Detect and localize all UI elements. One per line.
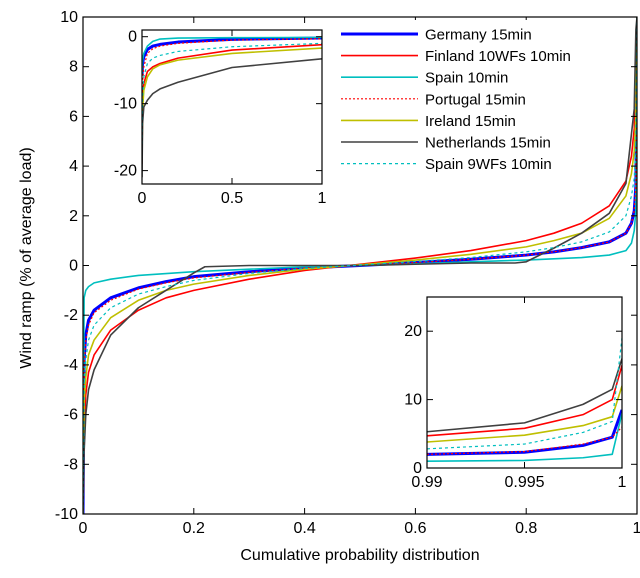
inset-top-left: 0 0.5 1 0 -10 -20: [114, 29, 327, 207]
inset-1-y-tick-label: 10: [404, 392, 422, 409]
inset-1-series-line-2: [427, 413, 622, 462]
main-y-tick-label: -6: [64, 407, 78, 424]
inset-0-y-tick-label: -20: [114, 163, 137, 180]
series-line-6: [83, 17, 637, 514]
legend-label: Spain 9WFs 10min: [425, 156, 552, 173]
inset-1-series-line-4: [427, 385, 622, 443]
inset-1-y-tick-label: 20: [404, 323, 422, 340]
main-y-tick-label: 10: [60, 9, 78, 26]
main-y-tick-label: 4: [69, 158, 78, 175]
main-x-tick-label: 0.8: [515, 520, 537, 537]
main-y-tick-label: -10: [55, 506, 78, 523]
inset-0-x-tick-label: 0.5: [221, 190, 243, 207]
inset-1-series-line-6: [427, 337, 622, 450]
inset-0-x-tick-label: 1: [318, 190, 327, 207]
main-x-tick-label: 0.6: [404, 520, 426, 537]
main-series: [83, 17, 637, 514]
legend-label: Germany 15min: [425, 27, 532, 44]
main-y-tick-label: -8: [64, 456, 78, 473]
inset-0-series-line-3: [142, 38, 322, 124]
legend-label: Spain 10min: [425, 70, 508, 87]
x-axis-label: Cumulative probability distribution: [240, 547, 479, 564]
inset-0-y-tick-label: 0: [128, 29, 137, 46]
inset-1-series-line-1: [427, 365, 622, 437]
main-y-tick-label: 2: [69, 208, 78, 225]
inset-1-x-tick-label: 1: [618, 474, 627, 491]
main-x-tick-label: 0.4: [293, 520, 315, 537]
inset-1-x-tick-label: 0.99: [411, 474, 442, 491]
inset-1-series-line-5: [427, 358, 622, 433]
inset-0-x-tick-label: 0: [138, 190, 147, 207]
legend: Germany 15min Finland 10WFs 10min Spain 10…: [333, 20, 603, 178]
legend-label: Finland 10WFs 10min: [425, 48, 571, 65]
y-axis-label: Wind ramp (% of average load): [18, 147, 35, 368]
legend-label: Netherlands 15min: [425, 135, 551, 152]
legend-label: Ireland 15min: [425, 113, 516, 130]
main-x-tick-label: 1: [633, 520, 640, 537]
main-y-tick-label: 8: [69, 59, 78, 76]
inset-0-series-line-2: [142, 36, 322, 74]
main-x-tick-label: 0: [79, 520, 88, 537]
main-y-tick-label: -4: [64, 357, 78, 374]
inset-1-series-line-3: [427, 426, 622, 455]
main-y-tick-label: -2: [64, 307, 78, 324]
inset-0-series-line-5: [142, 57, 322, 178]
inset-1-y-tick-label: 0: [413, 460, 422, 477]
inset-0-series-line-6: [142, 42, 322, 144]
main-x-tick-label: 0.2: [183, 520, 205, 537]
inset-1-x-tick-label: 0.995: [504, 474, 544, 491]
inset-0-y-tick-label: -10: [114, 96, 137, 113]
undefined-plot-area: [142, 30, 322, 184]
main-y-tick-label: 6: [69, 108, 78, 125]
main-y-tick-label: 0: [69, 258, 78, 275]
legend-label: Portugal 15min: [425, 91, 526, 108]
